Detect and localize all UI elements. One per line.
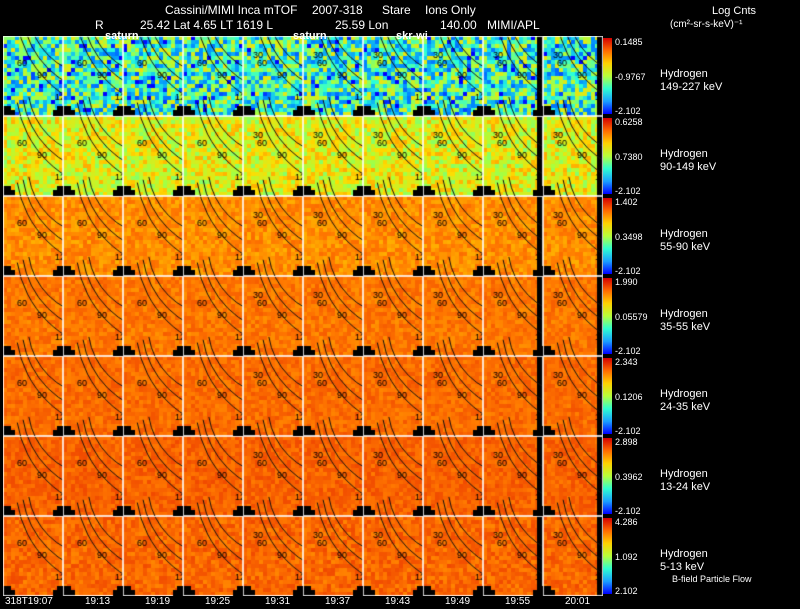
row-species-label: Hydrogen (660, 548, 708, 560)
position-lon: 25.59 Lon (335, 18, 389, 32)
colorbar-row-7 (603, 518, 612, 594)
marker-skr: skr-wi (396, 30, 428, 42)
marker-saturn-1: saturn (105, 30, 139, 42)
time-tick-label: 19:43 (385, 596, 411, 607)
row-species-label: Hydrogen (660, 468, 708, 480)
row-species-label: Hydrogen (660, 308, 708, 320)
title-mode: Stare (382, 3, 411, 17)
colorbar-row-6 (603, 438, 612, 514)
row-energy-label: 149-227 keV (660, 81, 723, 93)
time-tick-label: 19:31 (265, 596, 291, 607)
position-r-label: R (95, 18, 104, 32)
colorbar-row-1 (603, 38, 612, 114)
row-energy-label: 13-24 keV (660, 481, 711, 493)
row-energy-label: 90-149 keV (660, 161, 717, 173)
position-lat-lt-l: 25.42 Lat 4.65 LT 1619 L (140, 18, 274, 32)
colorbar-min-value: -2.102 (615, 266, 641, 276)
colorbar-mid-value: 1.092 (615, 552, 638, 562)
row-species-label: Hydrogen (660, 148, 708, 160)
colorbar-mid-value: 0.3498 (615, 232, 643, 242)
colorbar-min-value: -2.102 (615, 426, 641, 436)
colorbar-mid-value: 0.7380 (615, 152, 643, 162)
attribution: MIMI/APL (487, 18, 540, 32)
colorbar-max-value: 0.1485 (615, 37, 643, 47)
colorbar-min-value: -2.102 (615, 506, 641, 516)
units-title: Log Cnts (712, 5, 757, 17)
time-tick-label: 19:13 (85, 596, 111, 607)
colorbar-max-value: 1.402 (615, 197, 638, 207)
title-instrument: Cassini/MIMI Inca mTOF (165, 3, 298, 17)
colorbar-min-value: -2.102 (615, 186, 641, 196)
time-tick-label: 19:37 (325, 596, 351, 607)
title-date: 2007-318 (312, 3, 363, 17)
colorbar-row-2 (603, 118, 612, 194)
heatmap-canvas (3, 36, 603, 596)
marker-saturn-2: saturn (293, 30, 327, 42)
time-tick-label: 19:19 (145, 596, 171, 607)
time-tick-label: 19:25 (205, 596, 231, 607)
row-species-label: Hydrogen (660, 228, 708, 240)
image-panel-grid (3, 36, 603, 596)
colorbar-max-value: 0.6258 (615, 117, 643, 127)
position-value: 140.00 (440, 18, 477, 32)
time-tick-label: 19:49 (445, 596, 471, 607)
colorbar-row-5 (603, 358, 612, 434)
colorbar-mid-value: -0.9767 (615, 72, 646, 82)
colorbar-min-value: -2.102 (615, 346, 641, 356)
row-energy-label: 5-13 keV (660, 561, 705, 573)
colorbar-mid-value: 0.3962 (615, 472, 643, 482)
time-tick-label: 20:01 (565, 596, 591, 607)
time-tick-label: 19:55 (505, 596, 531, 607)
row-energy-label: 24-35 keV (660, 401, 711, 413)
colorbar-mid-value: 0.1206 (615, 392, 643, 402)
row-energy-label: 35-55 keV (660, 321, 711, 333)
colorbar-max-value: 4.286 (615, 517, 638, 527)
colorbar-row-4 (603, 278, 612, 354)
colorbar-row-3 (603, 198, 612, 274)
colorbar-max-value: 2.898 (615, 437, 638, 447)
time-tick-label: 318T19:07 (5, 596, 53, 607)
colorbar-min-value: -2.102 (615, 106, 641, 116)
colorbar-mid-value: 0.05579 (615, 312, 648, 322)
row-energy-label: 55-90 keV (660, 241, 711, 253)
colorbar-min-value: 2.102 (615, 586, 638, 596)
colorbar-max-value: 1.990 (615, 277, 638, 287)
title-ions: Ions Only (425, 3, 476, 17)
footer-note: B-field Particle Flow (672, 574, 752, 584)
colorbar-max-value: 2.343 (615, 357, 638, 367)
row-species-label: Hydrogen (660, 68, 708, 80)
units-subtitle: (cm²-sr-s-keV)⁻¹ (670, 19, 743, 30)
row-species-label: Hydrogen (660, 388, 708, 400)
